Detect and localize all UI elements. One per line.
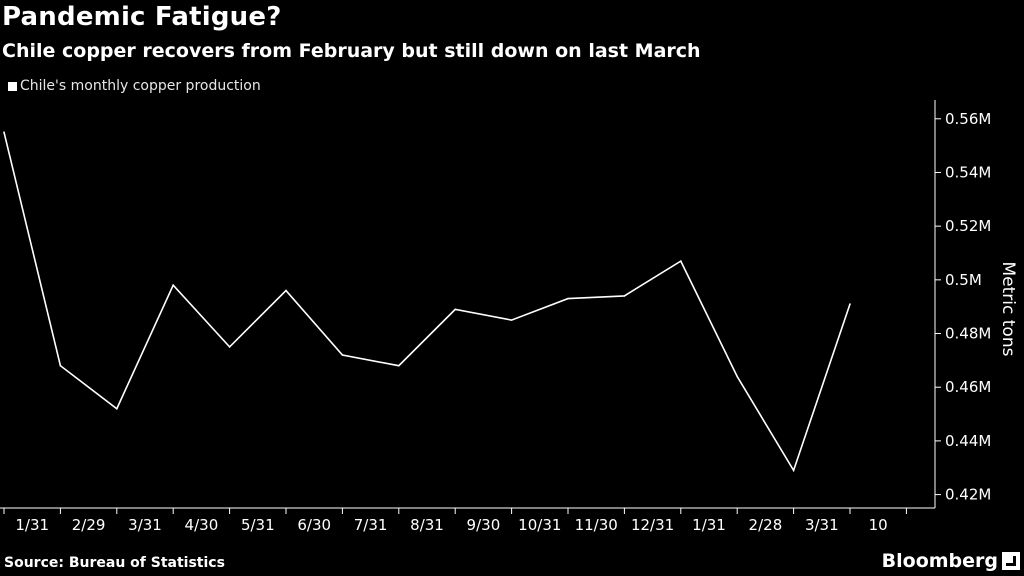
data-point [116, 407, 118, 410]
chart-legend: Chile's monthly copper production [8, 78, 261, 94]
y-tick-label: 0.44M [945, 432, 991, 450]
data-point [849, 303, 851, 305]
x-tick-label: 9/30 [467, 516, 501, 534]
data-point [59, 364, 62, 367]
x-tick-label: 5/31 [241, 516, 275, 534]
data-point [736, 375, 738, 378]
data-point [680, 260, 682, 262]
y-tick-label: 0.52M [945, 217, 991, 235]
x-tick-label: 1/31 [15, 516, 49, 534]
data-point [172, 284, 174, 287]
y-tick-label: 0.5M [945, 271, 982, 289]
legend-swatch [8, 81, 17, 91]
y-tick-label: 0.56M [945, 110, 991, 128]
x-tick-label: 10 [869, 516, 888, 534]
x-tick-label: 8/31 [410, 516, 444, 534]
data-point [228, 346, 231, 348]
data-point [623, 295, 626, 297]
x-tick-label: 2/28 [749, 516, 783, 534]
data-point [398, 364, 400, 367]
x-tick-label: 1/31 [692, 516, 726, 534]
x-tick-label: 4/30 [185, 516, 219, 534]
y-tick-label: 0.42M [945, 486, 991, 504]
y-axis-ticks: 0.42M 0.44M 0.46M 0.48M 0.5M 0.52M 0.54M 0.56M [935, 110, 991, 504]
bloomberg-logo: Bloomberg [881, 550, 998, 572]
data-point [3, 131, 5, 133]
x-tick-label: 7/31 [354, 516, 388, 534]
source-note: Source: Bureau of Statistics [4, 555, 225, 571]
x-tick-label: 3/31 [805, 516, 839, 534]
y-tick-label: 0.48M [945, 325, 991, 343]
data-point [454, 308, 457, 311]
x-tick-label: 10/31 [518, 516, 561, 534]
data-point [567, 297, 569, 300]
y-tick-label: 0.54M [945, 163, 991, 181]
chart-title: Pandemic Fatigue? [2, 2, 282, 32]
series-layer [3, 131, 851, 473]
legend-label: Chile's monthly copper production [20, 78, 261, 94]
x-tick-label: 12/31 [631, 516, 674, 534]
chart-axes [0, 100, 936, 509]
x-tick-label: 11/30 [575, 516, 618, 534]
y-tick-label: 0.46M [945, 378, 991, 396]
x-axis-ticks: 1/31 2/29 3/31 4/30 5/31 6/30 7/31 8/31 9/30 10/3… [3, 508, 907, 534]
x-tick-label: 6/30 [297, 516, 331, 534]
data-point [285, 289, 287, 292]
data-point [510, 319, 513, 321]
data-point [792, 469, 795, 472]
y-axis-title: Metric tons [998, 262, 1018, 357]
chart-subtitle: Chile copper recovers from February but … [2, 40, 701, 62]
data-point [341, 354, 344, 356]
x-tick-label: 2/29 [72, 516, 106, 534]
series-line [3, 132, 851, 473]
brand-mark-icon [1002, 552, 1020, 570]
x-tick-label: 3/31 [128, 516, 162, 534]
